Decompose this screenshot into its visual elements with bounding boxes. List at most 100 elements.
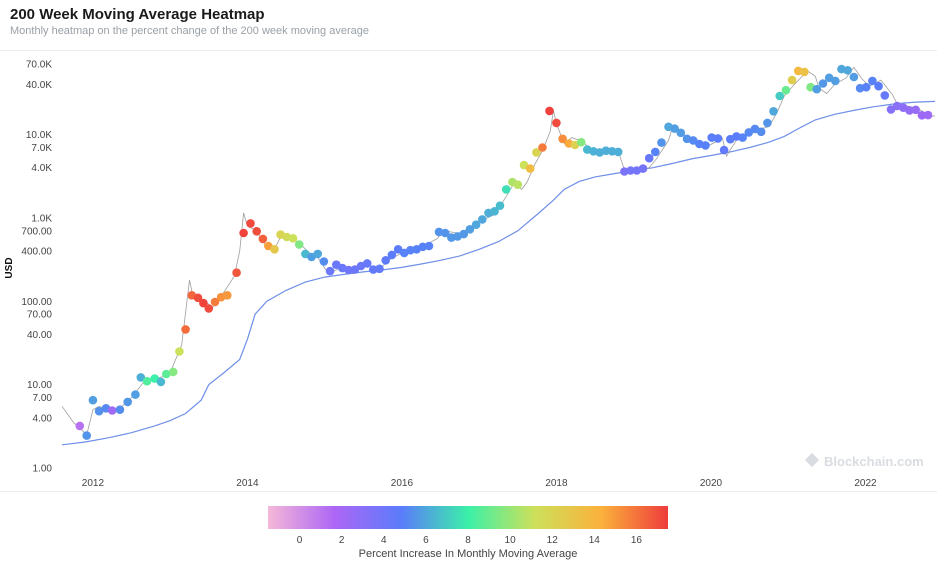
x-axis-ticks: 2012 2014 2016 2018 2020 2022 (82, 478, 877, 489)
data-point (210, 297, 220, 307)
x-tick-label: 2020 (700, 478, 723, 489)
data-point (868, 76, 877, 86)
data-point (657, 138, 666, 147)
data-point (258, 234, 268, 244)
y-axis-ticks: 1.00 4.00 7.00 10.00 40.00 70.00 100.00 400.00 7… (21, 60, 52, 475)
colorbar-ticks: 0 2 4 6 8 10 12 14 16 (297, 535, 643, 546)
y-tick-label: 10.00 (27, 380, 52, 391)
x-tick-label: 2012 (82, 478, 105, 489)
y-tick-label: 1.00 (33, 464, 53, 475)
data-point (626, 166, 635, 175)
data-point (375, 264, 384, 274)
data-point (670, 124, 679, 133)
data-point (246, 219, 255, 228)
y-tick-label: 4.00 (33, 413, 53, 424)
y-tick-label: 400.00 (21, 247, 52, 258)
x-tick-label: 2014 (236, 478, 259, 489)
data-point (613, 147, 623, 157)
data-point (88, 395, 98, 405)
data-point (558, 134, 567, 144)
data-point (738, 133, 747, 142)
data-point (362, 259, 372, 268)
data-point (252, 227, 261, 236)
colorbar-tick-label: 10 (505, 535, 517, 546)
y-tick-label: 1.0K (31, 213, 52, 224)
y-tick-label: 70.00 (27, 310, 52, 321)
data-point (82, 431, 91, 440)
data-point (763, 118, 772, 128)
data-point (532, 148, 541, 157)
legend-divider (0, 491, 937, 492)
data-point (162, 369, 171, 379)
data-point (350, 265, 360, 274)
data-point (232, 268, 241, 278)
data-point (381, 255, 391, 265)
data-point (344, 265, 353, 275)
data-point (644, 153, 654, 163)
data-point (905, 106, 914, 115)
chart-header: 200 Week Moving Average Heatmap Monthly … (10, 6, 369, 37)
y-tick-label: 70.0K (26, 60, 52, 71)
data-point (94, 406, 104, 416)
data-point (168, 367, 178, 377)
colorbar-tick-label: 4 (381, 535, 387, 546)
moving-average-line (61, 100, 936, 446)
data-point (769, 107, 778, 116)
x-tick-label: 2018 (545, 478, 568, 489)
x-tick-label: 2022 (854, 478, 877, 489)
data-point (719, 145, 729, 155)
data-point (911, 105, 920, 115)
data-point (107, 406, 117, 415)
data-point (387, 250, 397, 260)
data-point (440, 228, 450, 238)
data-point (513, 180, 523, 189)
data-point (831, 76, 840, 86)
colorbar-title: Percent Increase In Monthly Moving Avera… (359, 548, 578, 560)
y-tick-label: 40.0K (26, 80, 52, 91)
colorbar-tick-label: 14 (589, 535, 601, 546)
heatmap-points (75, 64, 933, 440)
data-point (478, 215, 487, 224)
data-point (471, 220, 481, 229)
data-point (465, 225, 475, 234)
y-tick-label: 700.00 (21, 226, 52, 237)
data-point (181, 325, 190, 334)
data-point (313, 249, 323, 259)
y-tick-label: 100.00 (21, 297, 52, 308)
data-point (917, 111, 927, 120)
data-point (239, 228, 248, 238)
data-point (874, 81, 883, 91)
data-point (688, 136, 698, 145)
data-point (288, 234, 298, 243)
data-point (199, 298, 208, 308)
data-point (115, 405, 125, 415)
colorbar-tick-label: 6 (423, 535, 429, 546)
data-point (861, 82, 871, 92)
watermark-text: Blockchain.com (824, 454, 924, 469)
data-point (75, 421, 85, 431)
data-point (490, 207, 499, 216)
y-tick-label: 4.0K (31, 163, 52, 174)
data-point (175, 347, 184, 356)
data-point (756, 127, 766, 137)
colorbar-tick-label: 2 (339, 535, 345, 546)
data-point (651, 147, 660, 157)
data-point (193, 293, 203, 303)
y-tick-label: 7.00 (33, 393, 53, 404)
data-point (800, 67, 809, 77)
y-tick-label: 40.00 (27, 330, 52, 341)
x-tick-label: 2016 (391, 478, 414, 489)
data-point (818, 79, 828, 88)
data-point (701, 141, 710, 150)
colorbar-tick-label: 8 (465, 535, 471, 546)
data-point (204, 304, 214, 313)
data-point (576, 137, 586, 147)
data-point (325, 266, 335, 276)
chart-title: 200 Week Moving Average Heatmap (10, 6, 265, 23)
data-point (552, 118, 561, 128)
data-point (525, 164, 535, 173)
colorbar-tick-label: 16 (631, 535, 643, 546)
data-point (319, 257, 329, 266)
colorbar-legend: 0 2 4 6 8 10 12 14 16 Percent Increase In Monthl… (268, 506, 668, 560)
